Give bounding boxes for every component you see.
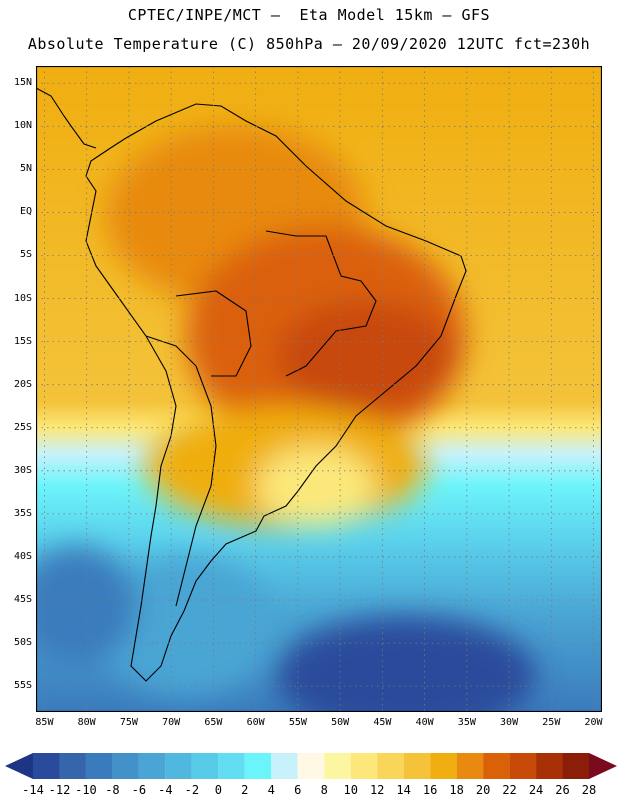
graticule [36, 66, 602, 712]
lat-tick-label: EQ [19, 206, 32, 218]
colorbar-swatch [562, 753, 589, 779]
lon-tick-label: 35W [457, 717, 476, 728]
colorbar-label: 16 [422, 783, 438, 797]
lon-tick-label: 25W [542, 717, 561, 728]
colorbar-low-arrow [5, 753, 33, 779]
colorbar-label: 6 [294, 783, 302, 797]
lat-tick-label: 40S [13, 550, 32, 562]
colorbar-label: -4 [158, 783, 173, 797]
lon-tick-label: 65W [204, 717, 223, 728]
colorbar-swatch [59, 753, 86, 779]
colorbar [5, 753, 617, 779]
lat-tick-label: 20S [13, 378, 32, 390]
lat-tick-label: 30S [13, 464, 32, 476]
south-america-coastline [85, 103, 467, 682]
bolivia-border [175, 290, 252, 377]
andes-border [145, 335, 217, 607]
colorbar-swatches [33, 753, 589, 779]
colorbar-swatch [85, 753, 113, 779]
chart-title-line1: CPTEC/INPE/MCT – Eta Model 15km – GFS [127, 6, 491, 24]
lat-tick-label: 15N [13, 77, 32, 89]
temperature-map [36, 66, 602, 712]
colorbar-swatch [456, 753, 484, 779]
colorbar-swatch [324, 753, 351, 779]
lon-tick-label: 20W [584, 717, 603, 728]
lon-tick-label: 70W [162, 717, 181, 728]
lat-tick-label: 10N [13, 120, 32, 132]
colorbar-label: 8 [320, 783, 328, 797]
colorbar-swatch [191, 753, 219, 779]
colorbar-swatch [218, 753, 245, 779]
lon-tick-label: 60W [246, 717, 265, 728]
lon-tick-label: 80W [77, 717, 96, 728]
lat-tick-label: 25S [13, 421, 32, 433]
colorbar-label: 26 [555, 783, 570, 797]
chart-title-line2: Absolute Temperature (C) 850hPa – 20/09/… [27, 35, 591, 53]
lon-tick-label: 40W [415, 717, 434, 728]
lat-tick-label: 5N [19, 163, 32, 175]
colorbar-label: -14 [22, 783, 44, 797]
colorbar-swatch [297, 753, 325, 779]
lat-tick-label: 35S [13, 507, 32, 519]
lon-tick-label: 50W [331, 717, 350, 728]
colorbar-swatch [403, 753, 431, 779]
lat-tick-label: 50S [13, 637, 32, 649]
lon-tick-label: 45W [373, 717, 392, 728]
colorbar-label: -6 [131, 783, 147, 797]
colorbar-swatch [350, 753, 378, 779]
lon-tick-label: 85W [35, 717, 54, 728]
colorbar-label: 4 [267, 783, 275, 797]
colorbar-label: 0 [214, 783, 222, 797]
lon-tick-label: 30W [500, 717, 519, 728]
lat-tick-label: 15S [13, 335, 32, 347]
colorbar-swatch [430, 753, 457, 779]
colorbar-label: 12 [369, 783, 385, 797]
colorbar-swatch [271, 753, 298, 779]
colorbar-swatch [33, 753, 60, 779]
brazil-border [265, 230, 377, 377]
lon-tick-label: 55W [288, 717, 307, 728]
colorbar-label: 14 [396, 783, 411, 797]
lat-tick-label: 10S [13, 292, 32, 304]
central-america-coastline [36, 87, 97, 149]
colorbar-swatch [536, 753, 563, 779]
colorbar-label: 18 [449, 783, 464, 797]
colorbar-label: 24 [528, 783, 544, 797]
colorbar-label: 10 [343, 783, 358, 797]
colorbar-label: 2 [241, 783, 249, 797]
colorbar-label: -2 [184, 783, 200, 797]
cold-patagonia [96, 556, 276, 696]
cold-pacific [36, 546, 136, 666]
colorbar-label: -8 [105, 783, 120, 797]
continent-outline [36, 87, 467, 682]
colorbar-swatch [244, 753, 272, 779]
map-border [36, 66, 602, 712]
lat-tick-label: 55S [13, 680, 32, 692]
lat-tick-label: 45S [13, 594, 32, 606]
colorbar-swatch [509, 753, 537, 779]
colorbar-swatch [483, 753, 510, 779]
colorbar-label: -10 [75, 783, 97, 797]
colorbar-label: -12 [48, 783, 71, 797]
colorbar-swatch [138, 753, 166, 779]
hot-core-center [276, 301, 456, 411]
colorbar-high-arrow [589, 753, 617, 779]
colorbar-swatch [112, 753, 139, 779]
colorbar-label: 20 [475, 783, 491, 797]
lat-tick-label: 5S [19, 249, 32, 261]
colorbar-swatch [377, 753, 404, 779]
cold-south-atlantic [276, 616, 536, 712]
colorbar-swatch [165, 753, 192, 779]
colorbar-label: 22 [502, 783, 517, 797]
lon-tick-label: 75W [119, 717, 138, 728]
colorbar-label: 28 [581, 783, 597, 797]
